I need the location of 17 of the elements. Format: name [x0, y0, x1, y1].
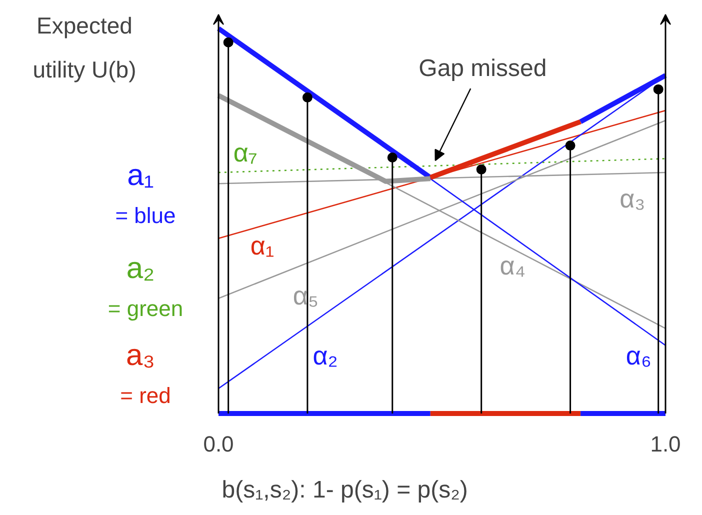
- series-label: α₆: [626, 340, 652, 370]
- text: = green: [108, 296, 184, 321]
- x-axis-title: b(s₁,s₂): 1- p(s₁) = p(s₂): [222, 476, 468, 504]
- series-label: α₁: [250, 230, 274, 261]
- text: a₃: [126, 339, 155, 372]
- text: = red: [120, 383, 171, 408]
- series-label: α₄: [500, 250, 526, 281]
- series-label: α₃: [620, 184, 646, 214]
- y-axis-title: Expected utility U(b): [32, 12, 136, 82]
- annotation: Gap missed: [418, 55, 547, 82]
- series-label: α₂: [312, 340, 338, 370]
- text: = blue: [115, 203, 176, 228]
- series-label: α₇: [233, 137, 258, 168]
- text: a₁: [127, 159, 154, 192]
- x-tick-label: 0.0: [203, 432, 234, 456]
- text: a₂: [126, 252, 155, 285]
- x-tick-label: 1.0: [650, 432, 681, 456]
